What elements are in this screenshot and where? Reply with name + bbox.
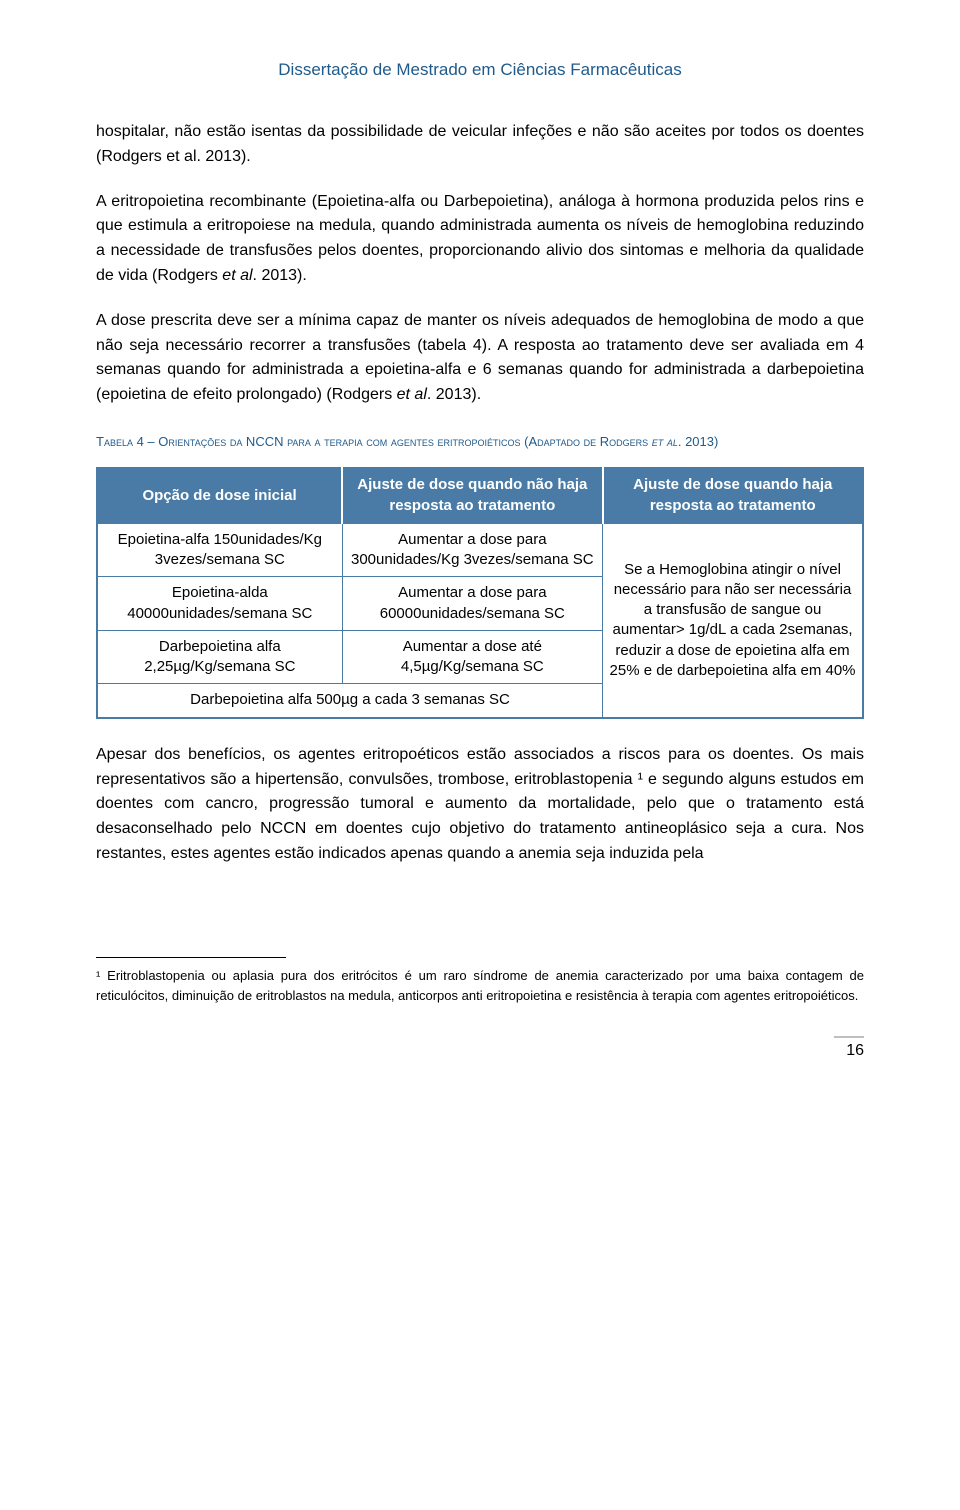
table-row: Epoietina-alfa 150unidades/Kg 3vezes/sem… bbox=[97, 524, 863, 577]
footnote-1: ¹ Eritroblastopenia ou aplasia pura dos … bbox=[96, 966, 864, 1006]
table-caption-a: Tabela 4 – Orientações da NCCN para a te… bbox=[96, 434, 652, 449]
paragraph-3-c: . 2013). bbox=[427, 386, 481, 403]
cell-r1c1: Epoietina-alfa 150unidades/Kg 3vezes/sem… bbox=[97, 524, 342, 577]
footnote-divider bbox=[96, 957, 286, 958]
cell-r2c1: Epoietina-alda 40000unidades/semana SC bbox=[97, 577, 342, 631]
paragraph-2-a: A eritropoietina recombinante (Epoietina… bbox=[96, 193, 864, 284]
page-number: 16 bbox=[834, 1036, 864, 1060]
paragraph-3: A dose prescrita deve ser a mínima capaz… bbox=[96, 309, 864, 408]
paragraph-1: hospitalar, não estão isentas da possibi… bbox=[96, 120, 864, 170]
table-caption-c: . 2013) bbox=[678, 434, 718, 449]
cell-r4-merged: Darbepoietina alfa 500µg a cada 3 semana… bbox=[97, 684, 603, 718]
table-4-caption: Tabela 4 – Orientações da NCCN para a te… bbox=[96, 432, 864, 452]
paragraph-2: A eritropoietina recombinante (Epoietina… bbox=[96, 190, 864, 289]
table-header-row: Opção de dose inicial Ajuste de dose qua… bbox=[97, 467, 863, 524]
document-header-title: Dissertação de Mestrado em Ciências Farm… bbox=[96, 60, 864, 80]
paragraph-2-em: et al bbox=[222, 267, 252, 284]
paragraph-2-c: . 2013). bbox=[253, 267, 307, 284]
cell-r3c1: Darbepoietina alfa 2,25µg/Kg/semana SC bbox=[97, 630, 342, 684]
paragraph-4: Apesar dos benefícios, os agentes eritro… bbox=[96, 743, 864, 867]
cell-r3c2: Aumentar a dose até 4,5µg/Kg/semana SC bbox=[342, 630, 602, 684]
cell-c3-merged: Se a Hemoglobina atingir o nível necessá… bbox=[603, 524, 863, 718]
cell-r2c2: Aumentar a dose para 60000unidades/seman… bbox=[342, 577, 602, 631]
cell-r1c2: Aumentar a dose para 300unidades/Kg 3vez… bbox=[342, 524, 602, 577]
paragraph-3-em: et al bbox=[397, 386, 427, 403]
table-4: Opção de dose inicial Ajuste de dose qua… bbox=[96, 467, 864, 718]
table-caption-em: et al bbox=[652, 434, 678, 449]
th-initial-dose: Opção de dose inicial bbox=[97, 467, 342, 524]
th-adjust-response: Ajuste de dose quando haja resposta ao t… bbox=[603, 467, 863, 524]
page-number-wrap: 16 bbox=[96, 1036, 864, 1060]
th-adjust-no-response: Ajuste de dose quando não haja resposta … bbox=[342, 467, 602, 524]
